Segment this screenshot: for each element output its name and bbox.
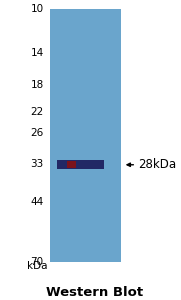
Text: 70: 70 <box>31 257 44 268</box>
Text: kDa: kDa <box>27 261 47 271</box>
Bar <box>67 161 76 168</box>
Text: 33: 33 <box>30 159 44 170</box>
Text: Western Blot: Western Blot <box>46 286 143 299</box>
Text: 22: 22 <box>30 106 44 116</box>
Text: 28kDa: 28kDa <box>138 158 176 171</box>
Text: 44: 44 <box>30 197 44 207</box>
Bar <box>50 9 121 262</box>
Text: 10: 10 <box>31 4 44 14</box>
Text: 26: 26 <box>30 128 44 138</box>
Bar <box>57 160 104 169</box>
Text: 18: 18 <box>30 80 44 90</box>
Text: 14: 14 <box>30 48 44 58</box>
